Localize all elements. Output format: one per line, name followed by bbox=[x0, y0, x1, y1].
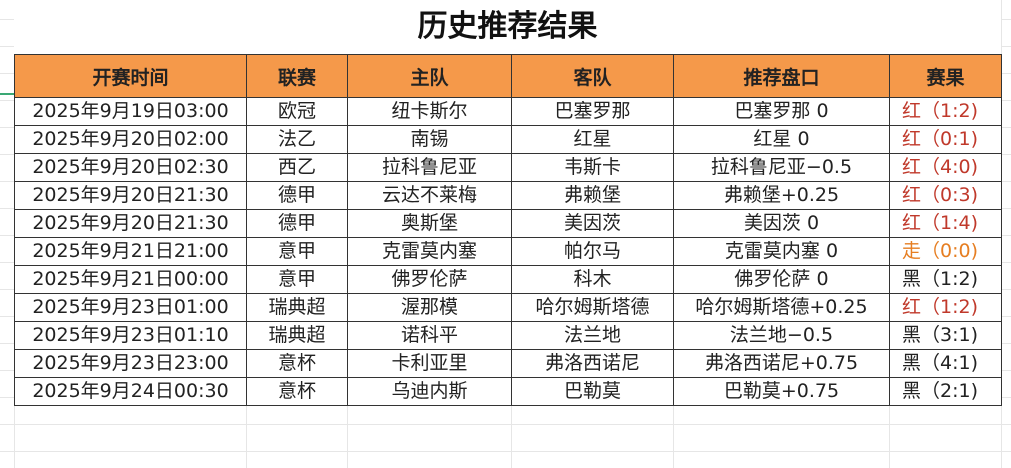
cell-home[interactable]: 佛罗伦萨 bbox=[347, 265, 512, 294]
cell-pick[interactable]: 哈尔姆斯塔德+0.25 bbox=[673, 293, 890, 322]
cell-home[interactable]: 诺科平 bbox=[347, 321, 512, 350]
cell-home[interactable]: 云达不莱梅 bbox=[347, 181, 512, 210]
cell-pick[interactable]: 佛罗伦萨 0 bbox=[673, 265, 890, 294]
cell-away[interactable]: 美因茨 bbox=[511, 209, 674, 238]
cell-league[interactable]: 意甲 bbox=[246, 265, 348, 294]
table-row: 2025年9月23日23:00 意杯 卡利亚里 弗洛西诺尼 弗洛西诺尼+0.75 黑（4:… bbox=[14, 349, 1002, 378]
table-row: 2025年9月21日00:00 意甲 佛罗伦萨 科木 佛罗伦萨 0 黑（1:2) bbox=[14, 265, 1002, 294]
header-result[interactable]: 赛果 bbox=[889, 54, 1002, 98]
cell-league[interactable]: 意甲 bbox=[246, 237, 348, 266]
sheet-title[interactable]: 历史推荐结果 bbox=[14, 0, 1001, 54]
header-pick[interactable]: 推荐盘口 bbox=[673, 54, 890, 98]
cell-pick[interactable]: 巴勒莫+0.75 bbox=[673, 377, 890, 406]
table-row: 2025年9月24日00:30 意杯 乌迪内斯 巴勒莫 巴勒莫+0.75 黑（2:1) bbox=[14, 377, 1002, 406]
cell-time[interactable]: 2025年9月23日01:10 bbox=[14, 321, 247, 350]
cell-time[interactable]: 2025年9月21日00:00 bbox=[14, 265, 247, 294]
cell-pick[interactable]: 巴塞罗那 0 bbox=[673, 97, 890, 126]
cell-pick[interactable]: 法兰地−0.5 bbox=[673, 321, 890, 350]
cell-pick[interactable]: 拉科鲁尼亚−0.5 bbox=[673, 153, 890, 182]
cell-result[interactable]: 黑（1:2) bbox=[889, 265, 1002, 294]
cell-away[interactable]: 弗赖堡 bbox=[511, 181, 674, 210]
cell-result[interactable]: 红（0:3) bbox=[889, 181, 1002, 210]
cell-pick[interactable]: 美因茨 0 bbox=[673, 209, 890, 238]
cell-result[interactable]: 红（1:2) bbox=[889, 293, 1002, 322]
row-selection-indicator bbox=[0, 93, 14, 95]
cell-away[interactable]: 弗洛西诺尼 bbox=[511, 349, 674, 378]
cell-time[interactable]: 2025年9月20日02:30 bbox=[14, 153, 247, 182]
cell-league[interactable]: 德甲 bbox=[246, 209, 348, 238]
cell-league[interactable]: 意杯 bbox=[246, 349, 348, 378]
cell-pick[interactable]: 克雷莫内塞 0 bbox=[673, 237, 890, 266]
results-table: 开赛时间 联赛 主队 客队 推荐盘口 赛果 2025年9月19日03:00 欧冠纽… bbox=[14, 54, 1002, 406]
cell-time[interactable]: 2025年9月21日21:00 bbox=[14, 237, 247, 266]
cell-time[interactable]: 2025年9月23日01:00 bbox=[14, 293, 247, 322]
cell-away[interactable]: 红星 bbox=[511, 125, 674, 154]
cell-league[interactable]: 瑞典超 bbox=[246, 293, 348, 322]
cell-away[interactable]: 巴塞罗那 bbox=[511, 97, 674, 126]
cell-home[interactable]: 克雷莫内塞 bbox=[347, 237, 512, 266]
cell-result[interactable]: 红（4:0) bbox=[889, 153, 1002, 182]
header-away[interactable]: 客队 bbox=[511, 54, 674, 98]
cell-home[interactable]: 拉科鲁尼亚 bbox=[347, 153, 512, 182]
cell-away[interactable]: 法兰地 bbox=[511, 321, 674, 350]
cell-result[interactable]: 红（0:1) bbox=[889, 125, 1002, 154]
cell-away[interactable]: 哈尔姆斯塔德 bbox=[511, 293, 674, 322]
table-row: 2025年9月20日02:30 西乙 拉科鲁尼亚 韦斯卡 拉科鲁尼亚−0.5 红（4:0) bbox=[14, 153, 1002, 182]
cell-away[interactable]: 科木 bbox=[511, 265, 674, 294]
table-row: 2025年9月20日21:30 德甲 云达不莱梅 弗赖堡 弗赖堡+0.25 红（0:3) bbox=[14, 181, 1002, 210]
table-row: 2025年9月23日01:10 瑞典超 诺科平 法兰地 法兰地−0.5 黑（3:1) bbox=[14, 321, 1002, 350]
table-row: 2025年9月23日01:00 瑞典超 渥那模 哈尔姆斯塔德 哈尔姆斯塔德+0.25 红（… bbox=[14, 293, 1002, 322]
header-league[interactable]: 联赛 bbox=[246, 54, 348, 98]
cell-league[interactable]: 欧冠 bbox=[246, 97, 348, 126]
cell-result[interactable]: 黑（4:1) bbox=[889, 349, 1002, 378]
table-row: 2025年9月20日02:00 法乙 南锡 红星 红星 0 红（0:1) bbox=[14, 125, 1002, 154]
cell-time[interactable]: 2025年9月20日21:30 bbox=[14, 209, 247, 238]
cell-pick[interactable]: 红星 0 bbox=[673, 125, 890, 154]
cell-result[interactable]: 红（1:2) bbox=[889, 97, 1002, 126]
header-home[interactable]: 主队 bbox=[347, 54, 512, 98]
cell-time[interactable]: 2025年9月20日02:00 bbox=[14, 125, 247, 154]
cell-away[interactable]: 巴勒莫 bbox=[511, 377, 674, 406]
cell-time[interactable]: 2025年9月20日21:30 bbox=[14, 181, 247, 210]
cell-home[interactable]: 南锡 bbox=[347, 125, 512, 154]
cell-time[interactable]: 2025年9月23日23:00 bbox=[14, 349, 247, 378]
cell-result[interactable]: 红（1:4) bbox=[889, 209, 1002, 238]
cell-pick[interactable]: 弗洛西诺尼+0.75 bbox=[673, 349, 890, 378]
cell-time[interactable]: 2025年9月24日00:30 bbox=[14, 377, 247, 406]
cell-home[interactable]: 纽卡斯尔 bbox=[347, 97, 512, 126]
cell-pick[interactable]: 弗赖堡+0.25 bbox=[673, 181, 890, 210]
header-row: 开赛时间 联赛 主队 客队 推荐盘口 赛果 bbox=[14, 54, 1002, 98]
cell-league[interactable]: 意杯 bbox=[246, 377, 348, 406]
cell-home[interactable]: 卡利亚里 bbox=[347, 349, 512, 378]
cell-away[interactable]: 韦斯卡 bbox=[511, 153, 674, 182]
table-row: 2025年9月20日21:30 德甲 奥斯堡 美因茨 美因茨 0 红（1:4) bbox=[14, 209, 1002, 238]
cell-result[interactable]: 黑（2:1) bbox=[889, 377, 1002, 406]
cell-home[interactable]: 乌迪内斯 bbox=[347, 377, 512, 406]
table-row: 2025年9月19日03:00 欧冠 纽卡斯尔 巴塞罗那 巴塞罗那 0 红（1:2) bbox=[14, 97, 1002, 126]
cell-league[interactable]: 德甲 bbox=[246, 181, 348, 210]
cell-league[interactable]: 法乙 bbox=[246, 125, 348, 154]
cell-home[interactable]: 奥斯堡 bbox=[347, 209, 512, 238]
table-row: 2025年9月21日21:00 意甲 克雷莫内塞 帕尔马 克雷莫内塞 0 走（0:0) bbox=[14, 237, 1002, 266]
cell-league[interactable]: 瑞典超 bbox=[246, 321, 348, 350]
cell-result[interactable]: 走（0:0) bbox=[889, 237, 1002, 266]
cell-away[interactable]: 帕尔马 bbox=[511, 237, 674, 266]
cell-time[interactable]: 2025年9月19日03:00 bbox=[14, 97, 247, 126]
cell-league[interactable]: 西乙 bbox=[246, 153, 348, 182]
header-time[interactable]: 开赛时间 bbox=[14, 54, 247, 98]
cell-result[interactable]: 黑（3:1) bbox=[889, 321, 1002, 350]
cell-home[interactable]: 渥那模 bbox=[347, 293, 512, 322]
